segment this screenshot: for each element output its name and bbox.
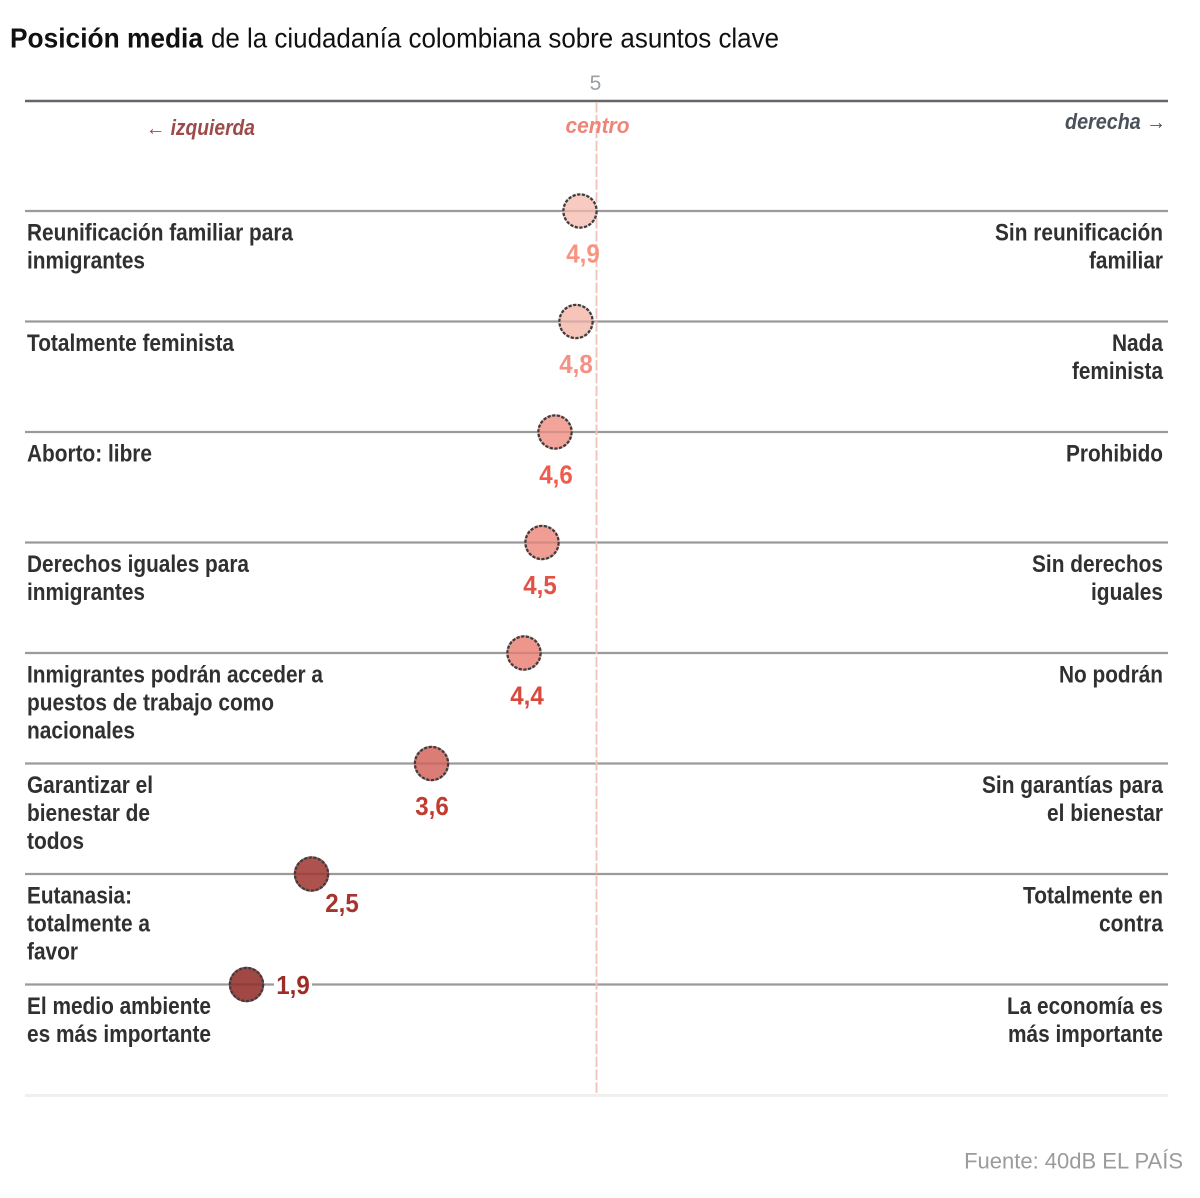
- svg-text:es más importante: es más importante: [27, 1021, 211, 1048]
- svg-text:La economía es: La economía es: [1007, 993, 1163, 1020]
- svg-text:centro: centro: [566, 113, 630, 138]
- svg-text:más importante: más importante: [1008, 1021, 1163, 1048]
- svg-text:4,9: 4,9: [566, 239, 600, 269]
- svg-text:contra: contra: [1099, 910, 1164, 937]
- svg-text:4,5: 4,5: [523, 570, 557, 600]
- svg-text:Aborto: libre: Aborto: libre: [27, 440, 152, 467]
- svg-text:4,8: 4,8: [559, 349, 593, 379]
- svg-text:1,9: 1,9: [276, 970, 310, 1000]
- svg-text:inmigrantes: inmigrantes: [27, 247, 145, 274]
- svg-text:El medio ambiente: El medio ambiente: [27, 993, 211, 1020]
- svg-text:todos: todos: [27, 828, 84, 855]
- svg-text:4,6: 4,6: [539, 460, 573, 490]
- svg-text:favor: favor: [27, 938, 78, 965]
- svg-text:feminista: feminista: [1072, 358, 1164, 385]
- svg-text:inmigrantes: inmigrantes: [27, 579, 145, 606]
- svg-text:Garantizar el: Garantizar el: [27, 772, 153, 799]
- svg-text:derecha →: derecha →: [1065, 109, 1166, 134]
- svg-text:familiar: familiar: [1089, 247, 1163, 274]
- svg-text:Sin garantías para: Sin garantías para: [982, 772, 1164, 799]
- svg-text:totalmente a: totalmente a: [27, 910, 151, 937]
- svg-text:Nada: Nada: [1112, 330, 1164, 357]
- svg-text:Sin derechos: Sin derechos: [1032, 551, 1163, 578]
- svg-text:de la ciudadanía colombiana so: de la ciudadanía colombiana sobre asunto…: [211, 23, 779, 54]
- svg-text:Posición media: Posición media: [10, 23, 203, 54]
- svg-text:Sin reunificación: Sin reunificación: [995, 219, 1163, 246]
- svg-text:iguales: iguales: [1091, 579, 1163, 606]
- svg-text:2,5: 2,5: [325, 888, 359, 918]
- svg-text:← izquierda: ← izquierda: [146, 115, 255, 140]
- svg-text:Eutanasia:: Eutanasia:: [27, 882, 132, 909]
- svg-text:Reunificación familiar para: Reunificación familiar para: [27, 219, 294, 246]
- svg-text:5: 5: [590, 72, 602, 95]
- svg-text:el bienestar: el bienestar: [1047, 800, 1163, 827]
- svg-text:3,6: 3,6: [415, 791, 449, 821]
- svg-text:Inmigrantes podrán acceder a: Inmigrantes podrán acceder a: [27, 661, 324, 688]
- svg-text:No podrán: No podrán: [1059, 661, 1163, 688]
- svg-text:bienestar de: bienestar de: [27, 800, 150, 827]
- svg-text:Derechos iguales para: Derechos iguales para: [27, 551, 250, 578]
- svg-text:4,4: 4,4: [510, 681, 544, 711]
- svg-text:Fuente: 40dB EL PAÍS: Fuente: 40dB EL PAÍS: [964, 1149, 1183, 1174]
- svg-text:puestos de trabajo como: puestos de trabajo como: [27, 689, 274, 716]
- svg-text:Prohibido: Prohibido: [1066, 440, 1163, 467]
- svg-text:Totalmente en: Totalmente en: [1023, 882, 1163, 909]
- svg-text:nacionales: nacionales: [27, 717, 135, 744]
- svg-text:Totalmente feminista: Totalmente feminista: [27, 330, 235, 357]
